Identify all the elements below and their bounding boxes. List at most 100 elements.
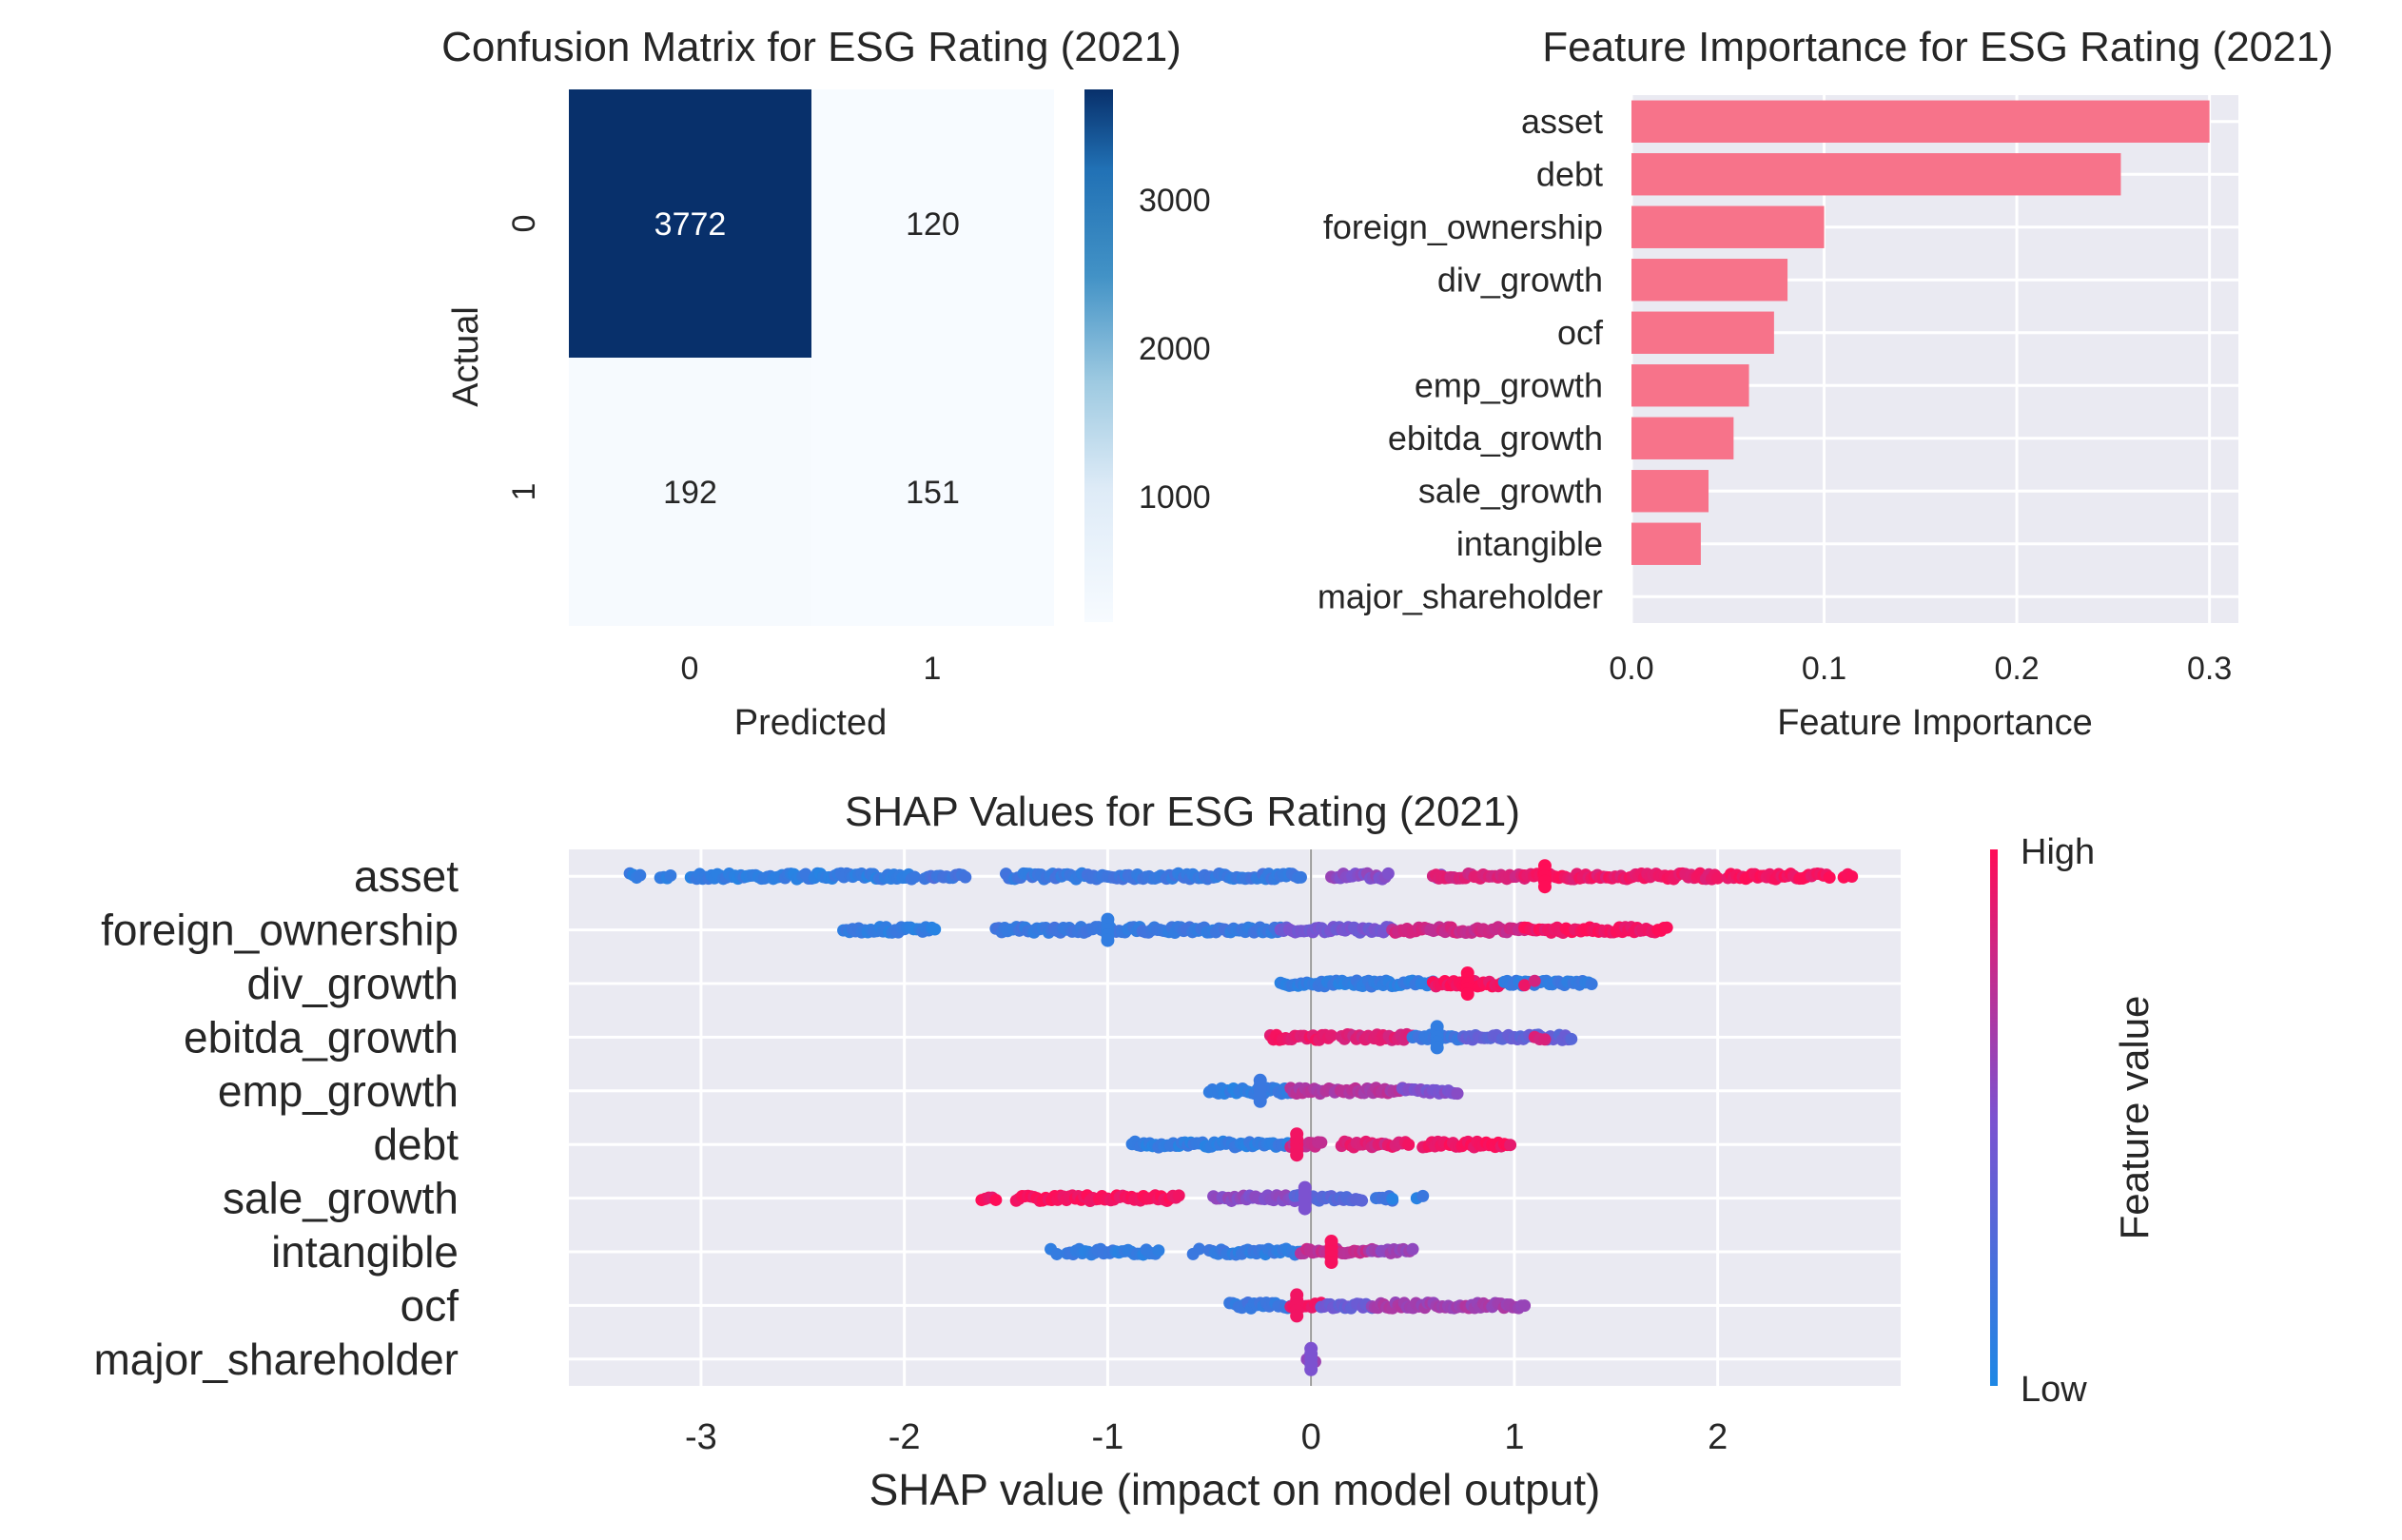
shap-title: SHAP Values for ESG Rating (2021)	[845, 789, 1520, 835]
shap-point	[1660, 921, 1673, 934]
fi-bar	[1631, 311, 1774, 354]
fi-category-label: asset	[1521, 102, 1603, 141]
cm-cell-value: 3772	[654, 206, 727, 243]
shap-point	[1451, 1087, 1464, 1101]
shap-panel: SHAP Values for ESG Rating (2021) asset f…	[93, 789, 2157, 1514]
fi-category-label: foreign_ownership	[1323, 207, 1603, 246]
shap-category-label: debt	[373, 1120, 459, 1169]
shap-point	[1298, 1201, 1312, 1216]
fi-category-label: debt	[1536, 154, 1603, 193]
shap-category-label: major_shareholder	[93, 1335, 459, 1384]
fi-bar	[1631, 417, 1734, 459]
shap-point	[1324, 1256, 1338, 1269]
shap-point	[1823, 870, 1836, 884]
fi-category-label: div_growth	[1437, 260, 1603, 299]
fi-xtick: 0.1	[1802, 651, 1846, 687]
shap-point	[1402, 1138, 1416, 1151]
cm-cell-value: 192	[663, 475, 717, 511]
fi-bar	[1631, 259, 1788, 302]
shap-point	[1290, 1309, 1304, 1323]
shap-point	[1585, 978, 1598, 991]
fi-category-label: major_shareholder	[1318, 576, 1603, 615]
cm-colorbar-tick-3000: 3000	[1139, 183, 1211, 219]
shap-colorbar-title: Feature value	[2112, 996, 2157, 1240]
fi-xtick: 0.3	[2187, 651, 2232, 687]
shap-point	[1290, 1148, 1304, 1162]
shap-point	[1315, 1136, 1328, 1149]
fi-bar	[1631, 153, 2121, 196]
shap-category-label: ocf	[400, 1280, 459, 1330]
cm-colorbar-tick-2000: 2000	[1139, 331, 1211, 367]
shap-point	[1537, 880, 1552, 894]
shap-xtick: -2	[889, 1417, 921, 1457]
confusion-matrix-panel: Confusion Matrix for ESG Rating (2021) 3…	[441, 24, 1210, 743]
cm-xtick-1: 1	[924, 651, 942, 687]
shap-colorbar-high: High	[2021, 832, 2095, 872]
shap-category-label: intangible	[271, 1227, 459, 1277]
fi-xtick-labels: 0.0 0.1 0.2 0.3	[1609, 651, 2232, 687]
shap-point	[1460, 987, 1474, 1001]
shap-point	[634, 868, 647, 882]
fi-bars	[1631, 100, 2210, 565]
shap-point	[1518, 1299, 1532, 1313]
cm-ylabel: Actual	[446, 306, 486, 407]
shap-point	[1518, 979, 1532, 992]
shap-point	[1356, 1194, 1369, 1207]
cm-cell-value: 120	[906, 206, 960, 243]
shap-point	[1294, 870, 1307, 884]
fi-title: Feature Importance for ESG Rating (2021)	[1542, 24, 2334, 70]
shap-point	[1325, 1029, 1338, 1043]
fi-category-label: ebitda_growth	[1388, 419, 1603, 458]
shap-xtick: -1	[1092, 1417, 1124, 1457]
shap-point	[959, 870, 972, 884]
fi-bar	[1631, 522, 1701, 565]
cm-colorbar-tick-1000: 1000	[1139, 479, 1211, 516]
fi-category-label: intangible	[1456, 524, 1603, 563]
fi-bar	[1631, 470, 1709, 513]
shap-category-label: emp_growth	[218, 1066, 459, 1116]
shap-plot-area	[569, 849, 1901, 1386]
fi-category-label: emp_growth	[1415, 365, 1603, 404]
cm-title: Confusion Matrix for ESG Rating (2021)	[441, 24, 1181, 70]
shap-colorbar-low: Low	[2021, 1370, 2087, 1410]
cm-ytick-0: 0	[506, 215, 542, 233]
shap-point	[1386, 1192, 1399, 1205]
fi-xtick: 0.0	[1609, 651, 1653, 687]
shap-point	[1406, 1242, 1419, 1256]
shap-point	[1050, 1247, 1064, 1260]
shap-category-label: ebitda_growth	[184, 1012, 459, 1062]
shap-point	[1253, 1094, 1267, 1108]
shap-point	[989, 1193, 1003, 1206]
fi-bar	[1631, 364, 1749, 407]
cm-xlabel: Predicted	[734, 703, 888, 743]
shap-category-labels: asset foreign_ownershipdiv_growthebitda_g…	[93, 851, 459, 1384]
shap-point	[1430, 1041, 1444, 1055]
cm-cell	[569, 89, 811, 358]
shap-point	[1845, 869, 1859, 883]
cm-cell	[811, 89, 1054, 358]
shap-point	[1504, 1139, 1517, 1152]
shap-colorbar	[1990, 849, 1998, 1386]
shap-point	[1381, 867, 1395, 880]
shap-category-label: foreign_ownership	[101, 906, 459, 955]
cm-cell	[811, 358, 1054, 626]
shap-xtick: -3	[685, 1417, 717, 1457]
shap-point	[1416, 1189, 1430, 1202]
shap-xtick: 1	[1504, 1417, 1524, 1457]
feature-importance-panel: Feature Importance for ESG Rating (2021)…	[1318, 24, 2334, 743]
cm-cells: 3772 120 192 151	[569, 89, 1054, 626]
shap-point	[1304, 1362, 1318, 1376]
fi-bar	[1631, 100, 2210, 143]
cm-cell	[569, 358, 811, 626]
shap-xlabel: SHAP value (impact on model output)	[869, 1465, 1601, 1514]
shap-xtick: 2	[1708, 1417, 1728, 1457]
shap-category-label: sale_growth	[223, 1174, 459, 1223]
shap-xtick: 0	[1301, 1417, 1321, 1457]
shap-point	[1528, 974, 1541, 987]
fi-category-label: ocf	[1557, 313, 1604, 352]
shap-point	[1711, 871, 1725, 885]
shap-point	[1565, 1032, 1578, 1045]
shap-point	[664, 868, 677, 882]
